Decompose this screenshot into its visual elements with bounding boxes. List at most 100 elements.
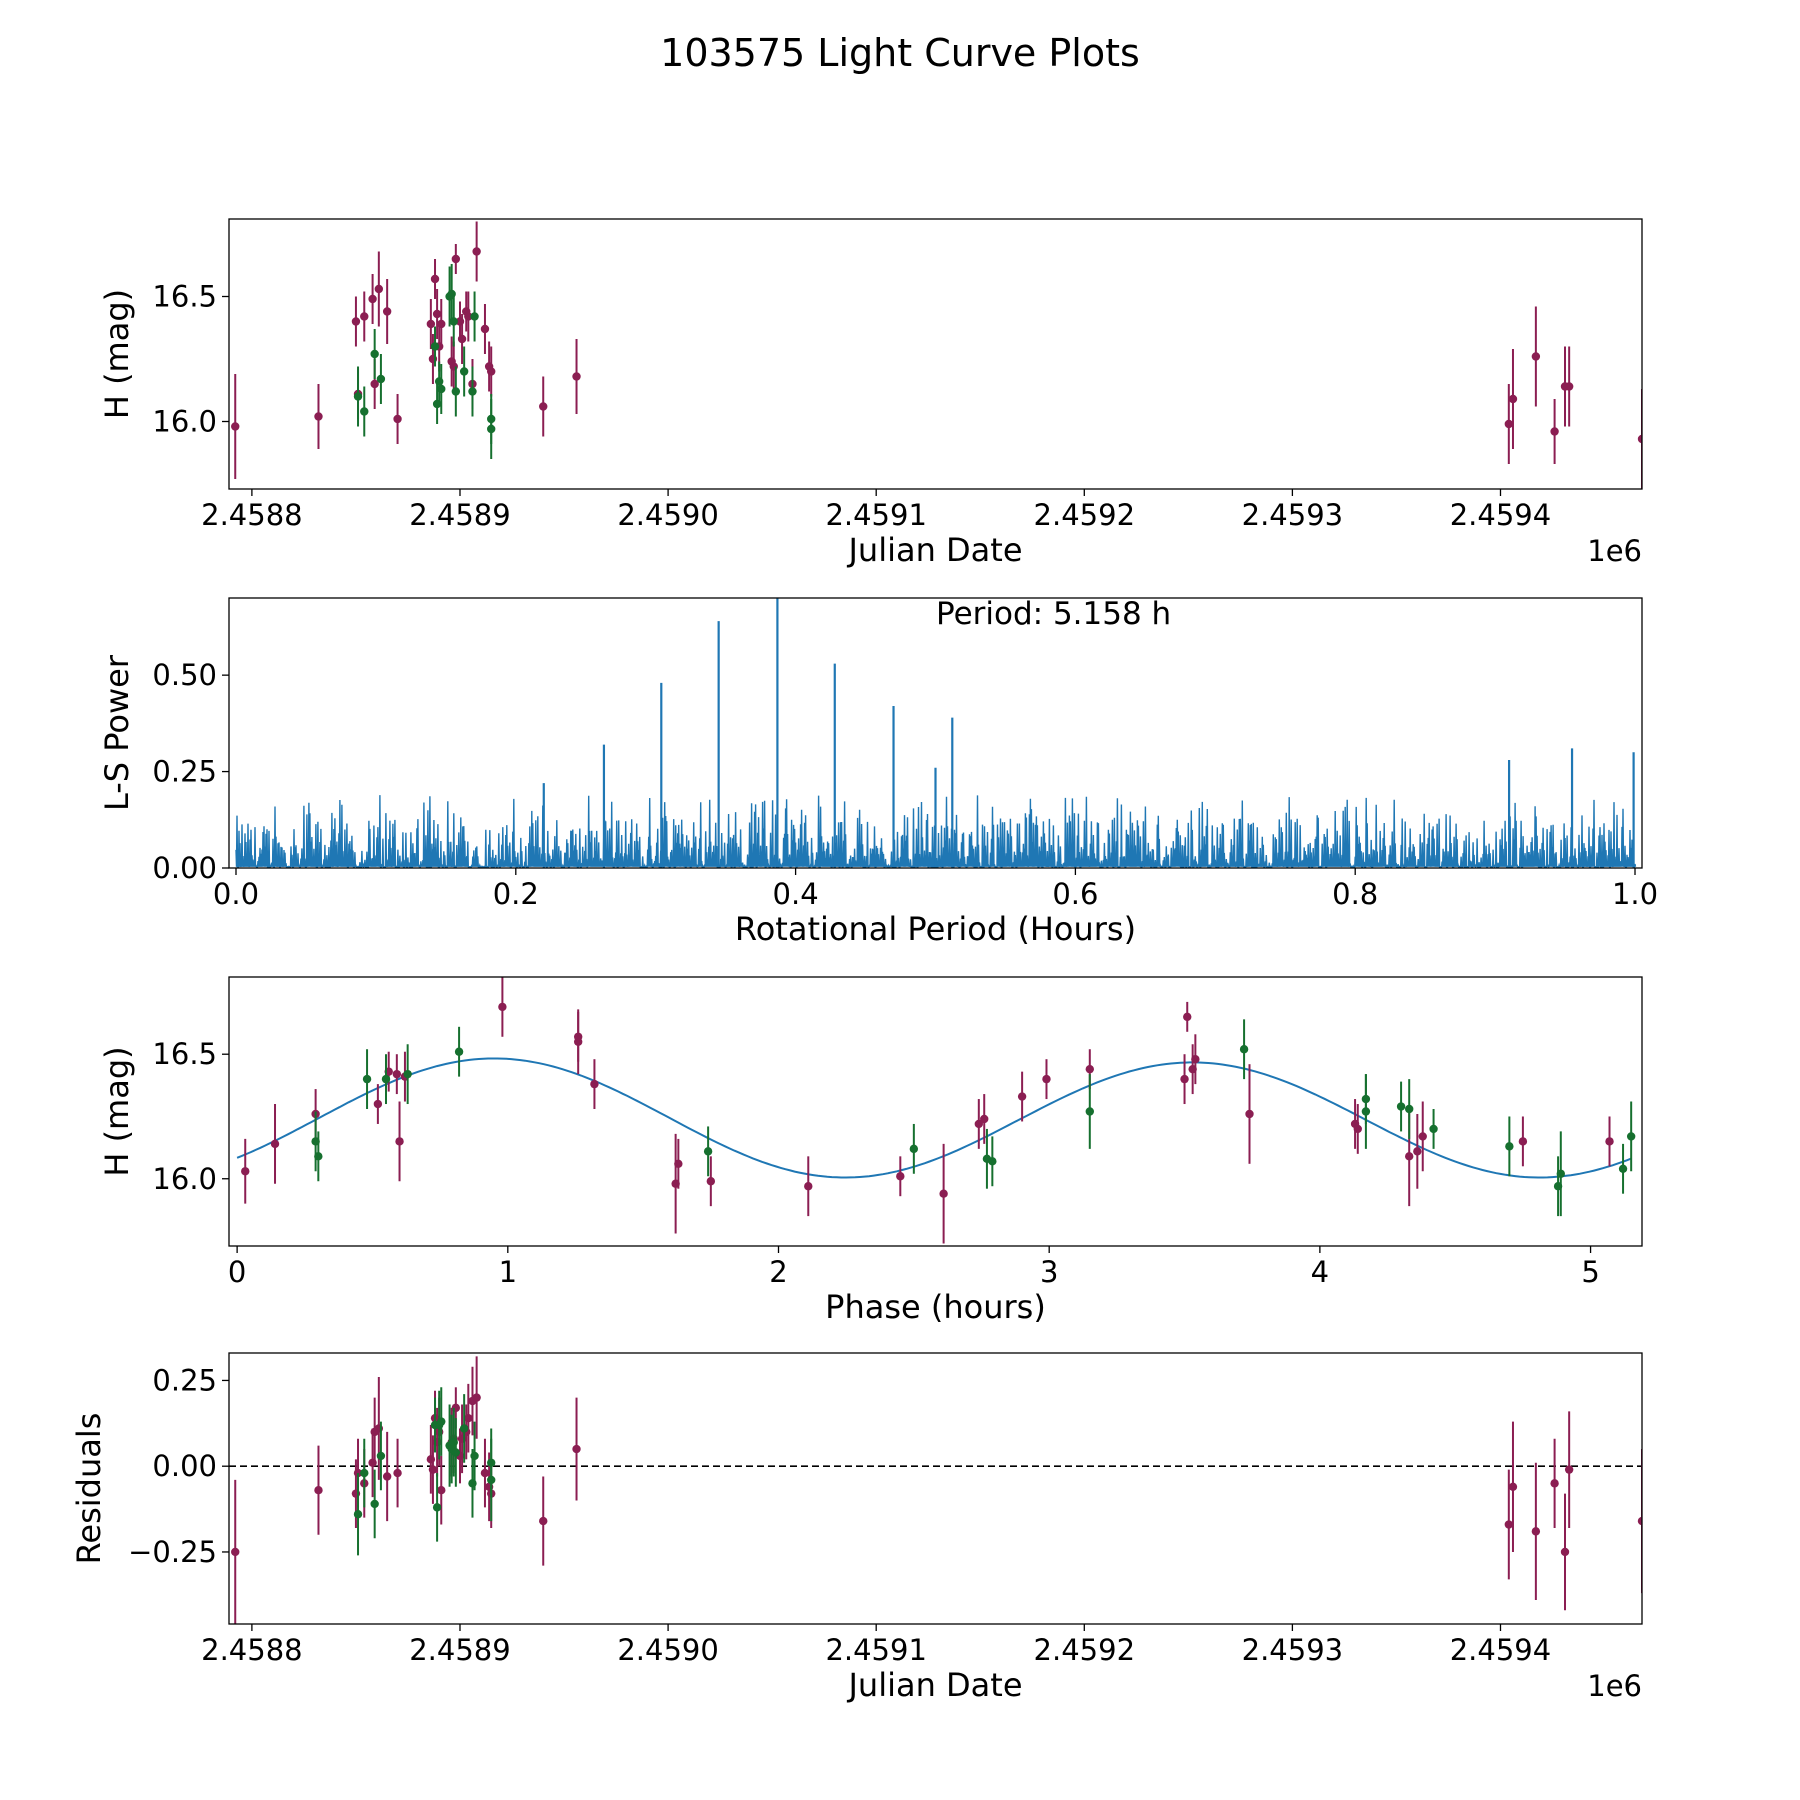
data-point <box>1017 1092 1027 1101</box>
x-tick-label: 2.4591 <box>825 1633 926 1667</box>
data-point <box>706 1177 716 1186</box>
data-point <box>231 1547 240 1557</box>
x-tick-label: 1 <box>499 1255 517 1289</box>
series-a <box>231 1356 1642 1624</box>
panel-periodogram: Period: 5.158 h 0.0 0.2 0.4 0.6 0.8 1.0 0.00 0.2… <box>98 596 1658 948</box>
data-point <box>1180 1074 1189 1084</box>
data-point <box>437 319 446 329</box>
data-point <box>430 342 440 351</box>
data-point <box>572 372 581 381</box>
data-point <box>426 319 436 329</box>
x-tick-label: 0.8 <box>1332 877 1378 911</box>
plot-area <box>236 977 1636 1244</box>
data-point <box>1396 1102 1406 1111</box>
series-b <box>353 1387 496 1556</box>
fit-curve <box>236 1057 1632 1179</box>
data-point <box>368 294 377 304</box>
data-point <box>1085 1064 1094 1074</box>
data-point <box>360 312 369 321</box>
data-point <box>382 307 392 316</box>
x-axis-label: Julian Date <box>846 1666 1022 1704</box>
x-tick-label: 2.4588 <box>201 498 302 532</box>
x-tick-label: 0 <box>228 1255 246 1289</box>
data-point <box>1413 1147 1422 1156</box>
data-point <box>487 1475 496 1485</box>
y-tick-label: 0.25 <box>152 1363 217 1397</box>
data-point <box>1550 427 1559 436</box>
data-point <box>1550 1479 1559 1488</box>
x-tick-label: 0.2 <box>493 877 539 911</box>
data-point <box>464 312 473 321</box>
data-point <box>381 1074 391 1084</box>
data-point <box>539 402 548 411</box>
x-tick-label: 3 <box>1040 1255 1058 1289</box>
data-point <box>459 367 469 376</box>
data-point <box>432 1503 442 1512</box>
data-point <box>393 1468 402 1478</box>
data-point <box>459 1424 469 1433</box>
data-point <box>988 1157 997 1166</box>
data-point <box>1429 1124 1438 1134</box>
data-point <box>1626 1132 1636 1141</box>
data-point <box>1085 1107 1094 1116</box>
data-point <box>447 289 456 299</box>
data-point <box>1405 1152 1414 1161</box>
data-point <box>909 1144 919 1154</box>
data-point <box>382 1472 392 1481</box>
data-point <box>373 1099 383 1109</box>
series-b <box>353 264 496 459</box>
plot-area <box>231 221 1642 489</box>
data-point <box>1508 1482 1518 1491</box>
data-point <box>376 1451 386 1461</box>
data-point <box>896 1172 905 1181</box>
y-tick-label: 0.00 <box>152 1449 217 1483</box>
data-point <box>451 387 461 396</box>
x-tick-label: 2.4589 <box>409 1633 510 1667</box>
x-tick-label: 2.4594 <box>1450 1633 1551 1667</box>
data-point <box>1405 1104 1414 1114</box>
data-point <box>362 1074 372 1084</box>
data-point <box>1361 1107 1371 1116</box>
data-point <box>370 1499 379 1509</box>
data-point <box>353 392 363 401</box>
axes-frame <box>228 976 1643 1247</box>
x-offset-text: 1e6 <box>1587 1669 1642 1703</box>
data-point <box>939 1189 948 1198</box>
data-point <box>480 1468 490 1478</box>
data-point <box>241 1167 250 1176</box>
data-point <box>590 1079 599 1089</box>
x-tick-label: 2.4592 <box>1034 498 1135 532</box>
data-point <box>437 1486 446 1495</box>
y-tick-label: 16.5 <box>152 280 217 314</box>
data-point <box>437 1417 446 1426</box>
data-point <box>472 247 481 256</box>
x-axis-label: Julian Date <box>846 531 1022 569</box>
y-tick-label: 0.25 <box>152 755 217 789</box>
x-offset-text: 1e6 <box>1587 534 1642 568</box>
data-point <box>374 284 384 294</box>
data-point <box>314 1486 323 1495</box>
data-point <box>703 1147 713 1156</box>
y-axis-label: H (mag) <box>98 1046 136 1176</box>
y-tick-label: 0.00 <box>152 851 217 885</box>
data-point <box>974 1119 984 1129</box>
x-tick-label: 2.4589 <box>409 498 510 532</box>
data-point <box>1518 1137 1528 1146</box>
data-point <box>428 1465 438 1474</box>
panel-residuals: 2.4588 2.4589 2.4590 2.4591 2.4592 2.4593 2.45… <box>70 1352 1643 1704</box>
panels: 2.4588 2.4589 2.4590 2.4591 2.4592 2.4593 2.45… <box>70 218 1658 1704</box>
data-point <box>487 424 496 434</box>
figure-title: 103575 Light Curve Plots <box>660 31 1140 75</box>
data-point <box>1618 1164 1628 1173</box>
data-point <box>472 1393 481 1402</box>
data-point <box>1637 1516 1642 1526</box>
data-point <box>804 1182 813 1191</box>
data-point <box>370 379 379 389</box>
data-point <box>360 1468 369 1478</box>
period-annotation: Period: 5.158 h <box>936 596 1171 632</box>
panel-phased-light-curve: 0 1 2 3 4 5 16.0 16.5 Phase (hours) H (mag) <box>98 976 1643 1326</box>
data-point <box>1505 1142 1514 1151</box>
data-point <box>1560 1547 1570 1557</box>
data-point <box>454 1047 464 1056</box>
data-point <box>360 407 369 416</box>
